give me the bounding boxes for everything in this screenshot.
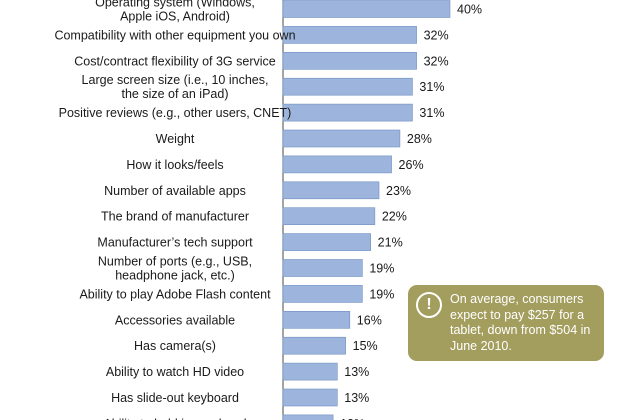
bar — [282, 129, 401, 148]
value-label: 31% — [419, 80, 444, 94]
callout-line: expect to pay $257 for a — [450, 307, 585, 322]
category-label: Compatibility with other equipment you o… — [54, 28, 295, 42]
value-label: 13% — [344, 365, 369, 379]
category-label: How it looks/feels — [126, 158, 223, 172]
category-label: Manufacturer’s tech support — [97, 236, 253, 250]
category-label: Large screen size (i.e., 10 inches, the s… — [82, 73, 269, 101]
bar — [282, 233, 371, 251]
bar — [282, 181, 380, 200]
category-label: Operating system (Windows, Apple iOS, And… — [95, 0, 255, 24]
category-label: Ability to play Adobe Flash content — [79, 287, 271, 301]
category-label: Cost/contract flexibility of 3G service — [74, 54, 276, 68]
value-label: 40% — [457, 3, 482, 17]
bar — [282, 285, 363, 303]
value-label: 32% — [424, 54, 449, 68]
value-label: 23% — [386, 184, 411, 198]
bar — [282, 310, 351, 329]
bar — [282, 207, 376, 225]
bar — [282, 103, 413, 122]
callout-line: June 2010. — [450, 338, 512, 353]
category-label: Weight — [156, 132, 195, 146]
value-label: 15% — [353, 339, 378, 353]
category-label: Number of ports (e.g., USB, headphone jac… — [98, 255, 252, 283]
value-label: 12% — [340, 417, 365, 420]
category-label: Has camera(s) — [134, 339, 216, 353]
category-label: Accessories available — [115, 313, 235, 327]
category-label: Ability to hold in one hand — [103, 417, 246, 420]
bar — [282, 336, 346, 355]
value-label: 13% — [344, 391, 369, 405]
callout-line: On average, consumers — [450, 292, 584, 306]
category-label: Ability to watch HD video — [106, 365, 244, 379]
bar — [282, 26, 417, 44]
category-label: Has slide-out keyboard — [111, 391, 239, 405]
bar — [282, 0, 451, 18]
value-label: 26% — [399, 158, 424, 172]
category-label: The brand of manufacturer — [101, 210, 249, 224]
value-label: 32% — [424, 28, 449, 42]
value-label: 28% — [407, 132, 432, 146]
bar — [282, 259, 363, 277]
callout-line: tablet, down from $504 in — [450, 323, 591, 337]
value-label: 21% — [378, 236, 403, 250]
value-label: 22% — [382, 210, 407, 224]
value-label: 31% — [419, 106, 444, 120]
chart-marks: 40% Operating system (Windows, Apple iOS, … — [54, 0, 482, 420]
value-label: 19% — [369, 287, 394, 301]
bar — [282, 155, 392, 174]
value-label: 16% — [357, 313, 382, 327]
callout-box: ! On average, consumers expect to pay $2… — [408, 285, 604, 361]
exclamation-icon: ! — [416, 292, 442, 318]
category-label: Number of available apps — [104, 184, 246, 198]
category-label: Positive reviews (e.g., other users, CNE… — [59, 106, 292, 120]
bar — [282, 362, 338, 381]
bar — [282, 77, 413, 96]
bar — [282, 388, 338, 407]
value-label: 19% — [369, 262, 394, 276]
bar — [282, 414, 334, 420]
bar — [282, 51, 417, 70]
